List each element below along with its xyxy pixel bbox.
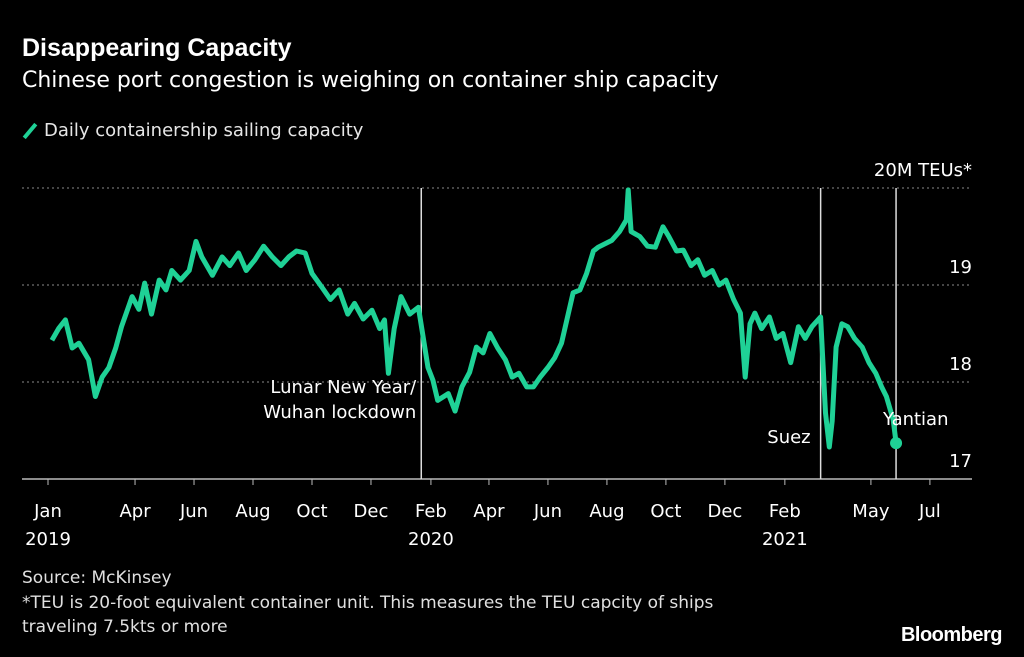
x-tick-year: 2021: [762, 529, 808, 550]
x-tick-month: Dec: [354, 501, 389, 522]
x-tick-month: Aug: [235, 501, 270, 522]
x-tick-month: Dec: [707, 501, 742, 522]
x-tick-month: Oct: [650, 501, 681, 522]
y-tick-label: 20M TEUs*: [874, 160, 972, 181]
x-tick-month: Jun: [533, 501, 562, 522]
x-tick-month: Oct: [296, 501, 327, 522]
x-tick-month: Jan: [33, 501, 62, 522]
footnote-line-2: traveling 7.5kts or more: [22, 617, 228, 637]
y-tick-label: 17: [949, 451, 972, 472]
x-tick-month: Apr: [119, 501, 151, 522]
source-note: Source: McKinsey: [22, 568, 172, 588]
annotation-yantian: Yantian: [882, 409, 948, 430]
x-tick-year: 2019: [25, 529, 71, 550]
series-line-capacity: [49, 187, 899, 450]
end-marker-dot: [890, 437, 903, 450]
annotation-suez: Suez: [767, 427, 810, 448]
chart-title: Disappearing Capacity: [22, 34, 292, 62]
legend-label: Daily containership sailing capacity: [44, 120, 364, 141]
x-tick-month: Feb: [769, 501, 801, 522]
footnote-line-1: *TEU is 20-foot equivalent container uni…: [22, 593, 714, 613]
x-tick-month: Feb: [415, 501, 447, 522]
x-tick-month: May: [852, 501, 890, 522]
x-tick-month: Apr: [473, 501, 505, 522]
annotation-wuhan-lockdown: Wuhan lockdown: [263, 402, 416, 423]
y-tick-label: 18: [949, 354, 972, 375]
legend: Daily containership sailing capacity: [22, 120, 363, 141]
x-tick-month: Jul: [918, 501, 941, 522]
bloomberg-logo: Bloomberg: [900, 624, 1003, 646]
x-tick-year: 2020: [408, 529, 454, 550]
annotation-lunar-new-year: Lunar New Year/: [270, 377, 417, 398]
x-tick-month: Jun: [179, 501, 208, 522]
y-tick-label: 19: [949, 257, 972, 278]
chart-subtitle: Chinese port congestion is weighing on c…: [22, 68, 719, 93]
x-tick-month: Aug: [589, 501, 624, 522]
